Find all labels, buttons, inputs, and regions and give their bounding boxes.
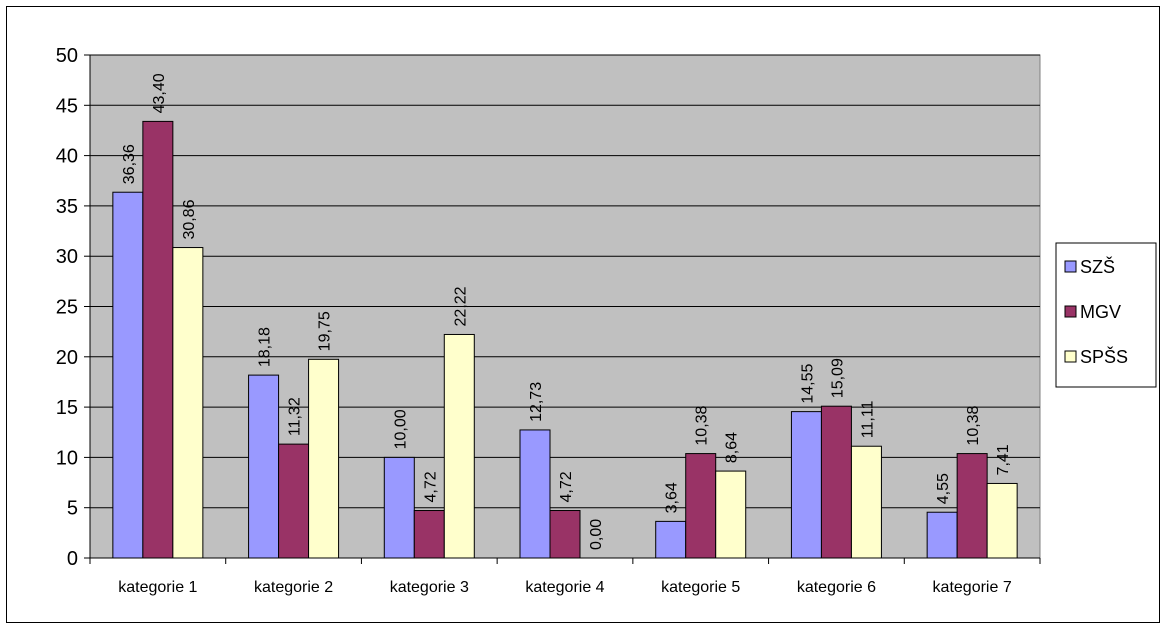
bar-MGV-6 (820, 405, 852, 559)
bar-MGV-1 (142, 120, 174, 559)
y-tick-label: 10 (56, 447, 78, 469)
data-label: 30,86 (181, 199, 198, 239)
legend-swatch (1064, 305, 1077, 318)
bar-SZŠ-2 (248, 374, 280, 559)
bar-MGV-5 (685, 453, 717, 559)
category-label: kategorie 3 (390, 579, 469, 596)
y-tick-label: 15 (56, 397, 78, 419)
category-label: kategorie 6 (797, 579, 876, 596)
data-label: 0,00 (588, 519, 605, 550)
data-label: 4,72 (558, 471, 575, 502)
y-tick-label: 25 (56, 297, 78, 319)
data-label: 22,22 (452, 286, 469, 326)
bar-SZŠ-5 (655, 520, 687, 559)
legend-swatch (1064, 350, 1077, 363)
legend-label: MGV (1080, 302, 1121, 322)
data-label: 14,55 (799, 363, 816, 403)
category-label: kategorie 4 (525, 579, 604, 596)
y-tick-label: 40 (56, 146, 78, 168)
data-label: 10,38 (694, 405, 711, 445)
data-label: 36,36 (121, 144, 138, 184)
bar-MGV-3 (413, 510, 445, 559)
bar-SZŠ-7 (926, 511, 958, 559)
bar-SPŠS-5 (715, 470, 747, 559)
data-label: 12,73 (528, 382, 545, 422)
bar-SPŠS-3 (443, 333, 475, 559)
y-tick-label: 30 (56, 246, 78, 268)
bar-SPŠS-1 (172, 247, 204, 559)
y-tick-label: 5 (67, 498, 78, 520)
data-label: 11,32 (287, 397, 304, 436)
y-tick-label: 35 (56, 196, 78, 218)
data-label: 11,11 (859, 400, 876, 438)
data-label: 43,40 (151, 73, 168, 113)
data-label: 4,55 (935, 473, 952, 504)
category-label: kategorie 7 (933, 579, 1012, 596)
data-label: 15,09 (829, 358, 846, 398)
data-label: 10,38 (965, 405, 982, 445)
y-tick-label: 0 (67, 548, 78, 570)
bar-MGV-7 (956, 453, 988, 559)
y-tick-label: 45 (56, 95, 78, 117)
category-label: kategorie 1 (118, 579, 197, 596)
data-label: 18,18 (257, 327, 274, 367)
bar-SPŠS-7 (986, 482, 1018, 559)
data-label: 4,72 (422, 471, 439, 502)
bar-SZŠ-3 (383, 456, 415, 559)
data-label: 8,64 (724, 432, 741, 463)
bar-MGV-4 (549, 510, 581, 559)
bar-SZŠ-6 (790, 411, 822, 559)
legend-swatch (1064, 260, 1077, 273)
bar-SPŠS-6 (850, 445, 882, 559)
y-tick-label: 20 (56, 347, 78, 369)
data-label: 10,00 (392, 409, 409, 449)
bar-MGV-2 (278, 443, 310, 559)
y-tick-label: 50 (56, 45, 78, 67)
data-label: 19,75 (317, 311, 334, 351)
legend-label: SZŠ (1080, 256, 1115, 277)
data-label: 3,64 (664, 482, 681, 513)
category-label: kategorie 5 (661, 579, 740, 596)
data-label: 7,41 (995, 444, 1012, 475)
bar-SZŠ-4 (519, 429, 551, 559)
bar-SZŠ-1 (112, 191, 144, 559)
bar-SPŠS-2 (308, 358, 340, 559)
category-label: kategorie 2 (254, 579, 333, 596)
legend-label: SPŠS (1080, 346, 1128, 367)
